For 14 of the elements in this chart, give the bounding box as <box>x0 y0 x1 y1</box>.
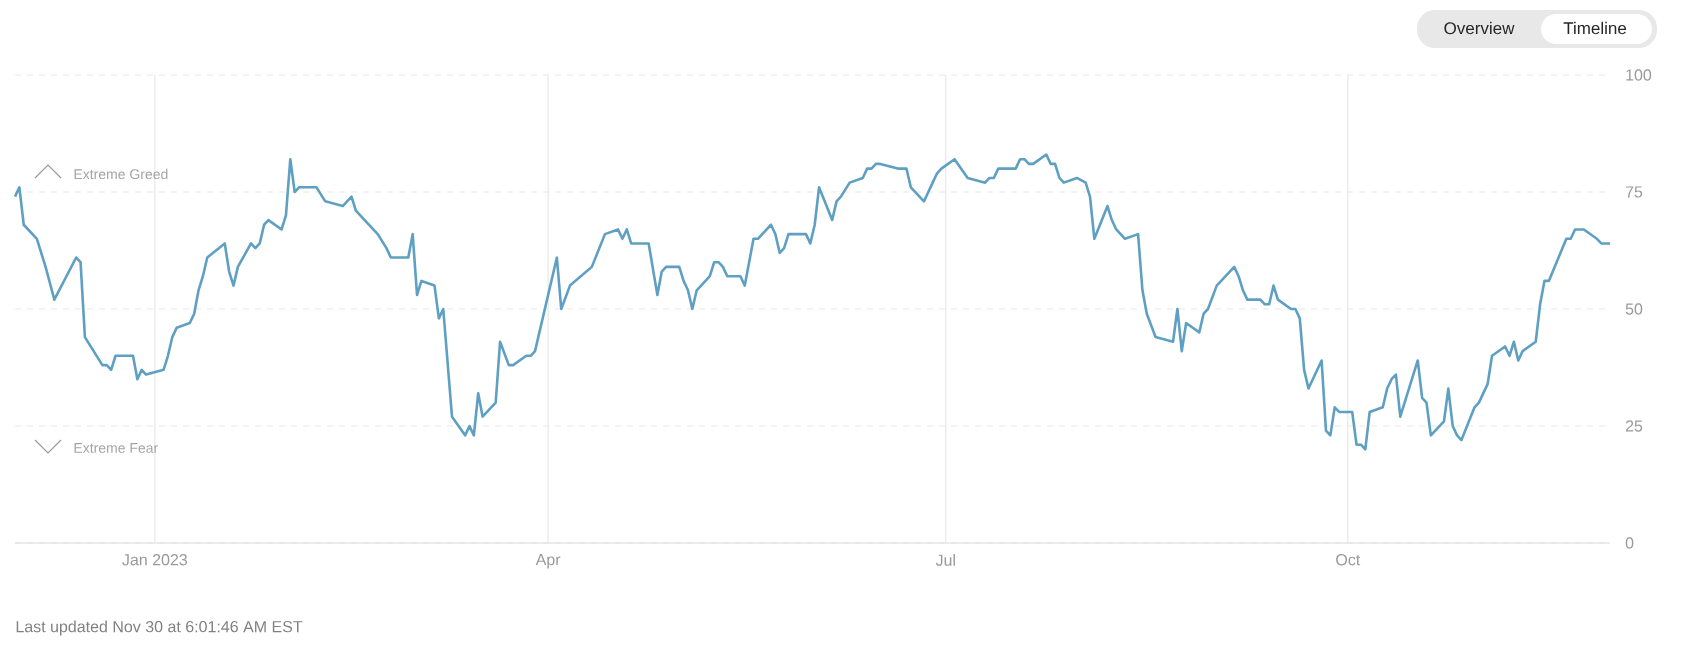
y-tick-label: 75 <box>1625 186 1643 198</box>
x-tick-label: Jan 2023 <box>122 554 188 566</box>
y-tick-label: 50 <box>1625 303 1643 315</box>
annotation: Extreme Greed <box>74 168 168 180</box>
y-tick-label: 0 <box>1625 537 1634 549</box>
x-tick-label: Oct <box>1336 554 1361 566</box>
text: Last updated Nov 30 at 6:01:46 AM EST <box>16 620 303 636</box>
y-tick-label: 100 <box>1626 69 1652 81</box>
text: Overview <box>1444 21 1515 35</box>
text: Timeline <box>1563 21 1627 35</box>
annotation: Extreme Fear <box>74 443 158 453</box>
x-tick-label: Apr <box>535 554 561 569</box>
y-tick-label: 25 <box>1625 420 1643 432</box>
x-tick-label: Jul <box>935 554 955 566</box>
